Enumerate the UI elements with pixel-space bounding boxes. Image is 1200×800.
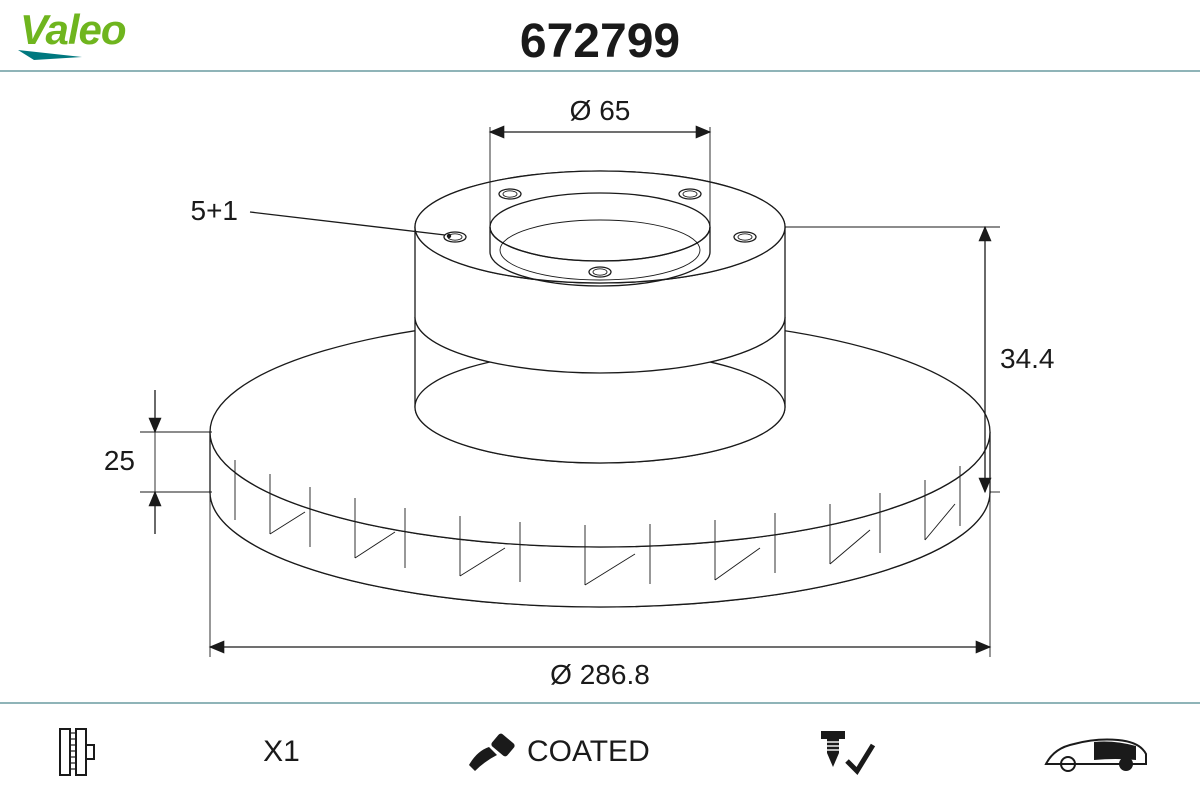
dim-center-bore: Ø 65 <box>570 95 631 126</box>
header: Valeo 672799 <box>0 0 1200 70</box>
dim-outer-diameter: Ø 286.8 <box>550 659 650 690</box>
footer: X1 COATED <box>0 704 1200 800</box>
part-number: 672799 <box>20 8 1180 69</box>
dim-thickness: 25 <box>104 445 135 476</box>
brush-icon <box>463 729 517 775</box>
brand-logo: Valeo <box>20 6 126 54</box>
coating-label: COATED <box>527 735 650 769</box>
dim-bolt-pattern: 5+1 <box>191 195 239 226</box>
technical-drawing: Ø 65 5+1 34.4 25 Ø 286.8 <box>0 72 1200 702</box>
disc-type-icon <box>50 725 100 779</box>
screws-included-icon <box>813 727 877 777</box>
dim-overall-height: 34.4 <box>1000 343 1055 374</box>
brand-swoosh-icon <box>16 48 86 62</box>
quantity: X1 <box>263 735 300 769</box>
axle-front-icon <box>1040 730 1150 774</box>
quantity-label: X1 <box>263 735 300 769</box>
coating: COATED <box>463 729 650 775</box>
